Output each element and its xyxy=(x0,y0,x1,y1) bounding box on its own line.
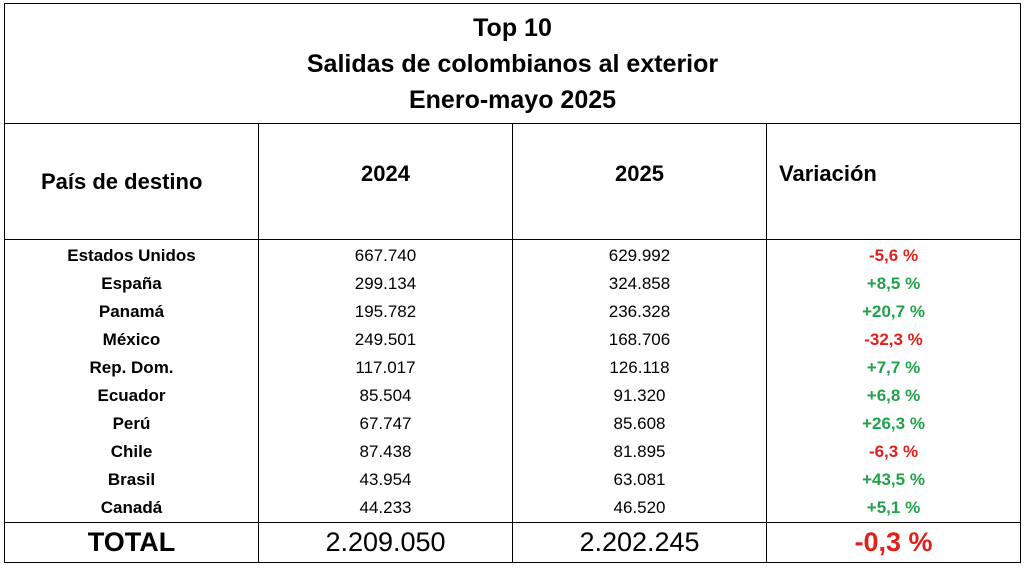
header-row: País de destino 2024 2025 Variación xyxy=(4,123,1022,240)
value-2024-cell: 249.501 xyxy=(258,326,513,354)
header-variation: Variación xyxy=(765,123,1022,240)
variation-cell: +6,8 % xyxy=(765,382,1022,410)
table-container: Top 10 Salidas de colombianos al exterio… xyxy=(3,3,1022,574)
variation-cell: +20,7 % xyxy=(765,298,1022,326)
variation-cell: -5,6 % xyxy=(765,239,1022,270)
country-cell: España xyxy=(4,270,259,298)
title-line-1: Top 10 xyxy=(473,13,552,42)
header-country: País de destino xyxy=(4,123,259,240)
table-row: Estados Unidos 667.740 629.992 -5,6 % xyxy=(4,239,1022,270)
country-cell: México xyxy=(4,326,259,354)
value-2025-cell: 85.608 xyxy=(512,410,767,438)
table-row: México 249.501 168.706 -32,3 % xyxy=(4,326,1022,354)
variation-cell: +7,7 % xyxy=(765,354,1022,382)
title-row: Top 10 Salidas de colombianos al exterio… xyxy=(3,3,1022,124)
value-2025-cell: 324.858 xyxy=(512,270,767,298)
value-2025-cell: 168.706 xyxy=(512,326,767,354)
destinations-table: Top 10 Salidas de colombianos al exterio… xyxy=(3,3,1022,563)
value-2024-cell: 44.233 xyxy=(258,494,513,523)
value-2025-cell: 63.081 xyxy=(512,466,767,494)
value-2024-cell: 667.740 xyxy=(258,239,513,270)
table-row: Perú 67.747 85.608 +26,3 % xyxy=(4,410,1022,438)
country-cell: Canadá xyxy=(4,494,259,523)
value-2025-cell: 126.118 xyxy=(512,354,767,382)
value-2024-cell: 43.954 xyxy=(258,466,513,494)
header-variation-label: Variación xyxy=(779,160,877,186)
value-2025-cell: 91.320 xyxy=(512,382,767,410)
table-row: Panamá 195.782 236.328 +20,7 % xyxy=(4,298,1022,326)
variation-cell: +43,5 % xyxy=(765,466,1022,494)
country-cell: Panamá xyxy=(4,298,259,326)
value-2024-cell: 87.438 xyxy=(258,438,513,466)
value-2024-cell: 67.747 xyxy=(258,410,513,438)
value-2024-cell: 195.782 xyxy=(258,298,513,326)
table-title: Top 10 Salidas de colombianos al exterio… xyxy=(3,3,1022,124)
country-cell: Perú xyxy=(4,410,259,438)
total-2025: 2.202.245 xyxy=(512,522,767,563)
value-2025-cell: 236.328 xyxy=(512,298,767,326)
value-2025-cell: 629.992 xyxy=(512,239,767,270)
variation-cell: +8,5 % xyxy=(765,270,1022,298)
variation-cell: -32,3 % xyxy=(765,326,1022,354)
value-2024-cell: 117.017 xyxy=(258,354,513,382)
country-cell: Brasil xyxy=(4,466,259,494)
header-2025: 2025 xyxy=(512,123,767,240)
country-cell: Rep. Dom. xyxy=(4,354,259,382)
variation-cell: -6,3 % xyxy=(765,438,1022,466)
variation-cell: +26,3 % xyxy=(765,410,1022,438)
table-row: España 299.134 324.858 +8,5 % xyxy=(4,270,1022,298)
table-row: Rep. Dom. 117.017 126.118 +7,7 % xyxy=(4,354,1022,382)
title-line-2: Salidas de colombianos al exterior xyxy=(306,49,719,78)
country-cell: Ecuador xyxy=(4,382,259,410)
country-cell: Chile xyxy=(4,438,259,466)
value-2024-cell: 299.134 xyxy=(258,270,513,298)
total-label: TOTAL xyxy=(4,522,259,563)
header-2024: 2024 xyxy=(258,123,513,240)
country-cell: Estados Unidos xyxy=(4,239,259,270)
value-2025-cell: 81.895 xyxy=(512,438,767,466)
title-line-3: Enero-mayo 2025 xyxy=(408,85,617,114)
header-2025-label: 2025 xyxy=(615,160,664,186)
table-row: Canadá 44.233 46.520 +5,1 % xyxy=(4,494,1022,523)
table-row: Chile 87.438 81.895 -6,3 % xyxy=(4,438,1022,466)
total-variation: -0,3 % xyxy=(765,522,1022,563)
table-row: Ecuador 85.504 91.320 +6,8 % xyxy=(4,382,1022,410)
total-2024: 2.209.050 xyxy=(258,522,513,563)
table-row: Brasil 43.954 63.081 +43,5 % xyxy=(4,466,1022,494)
value-2025-cell: 46.520 xyxy=(512,494,767,523)
value-2024-cell: 85.504 xyxy=(258,382,513,410)
header-2024-label: 2024 xyxy=(361,160,410,186)
total-row: TOTAL 2.209.050 2.202.245 -0,3 % xyxy=(4,522,1022,563)
variation-cell: +5,1 % xyxy=(765,494,1022,523)
